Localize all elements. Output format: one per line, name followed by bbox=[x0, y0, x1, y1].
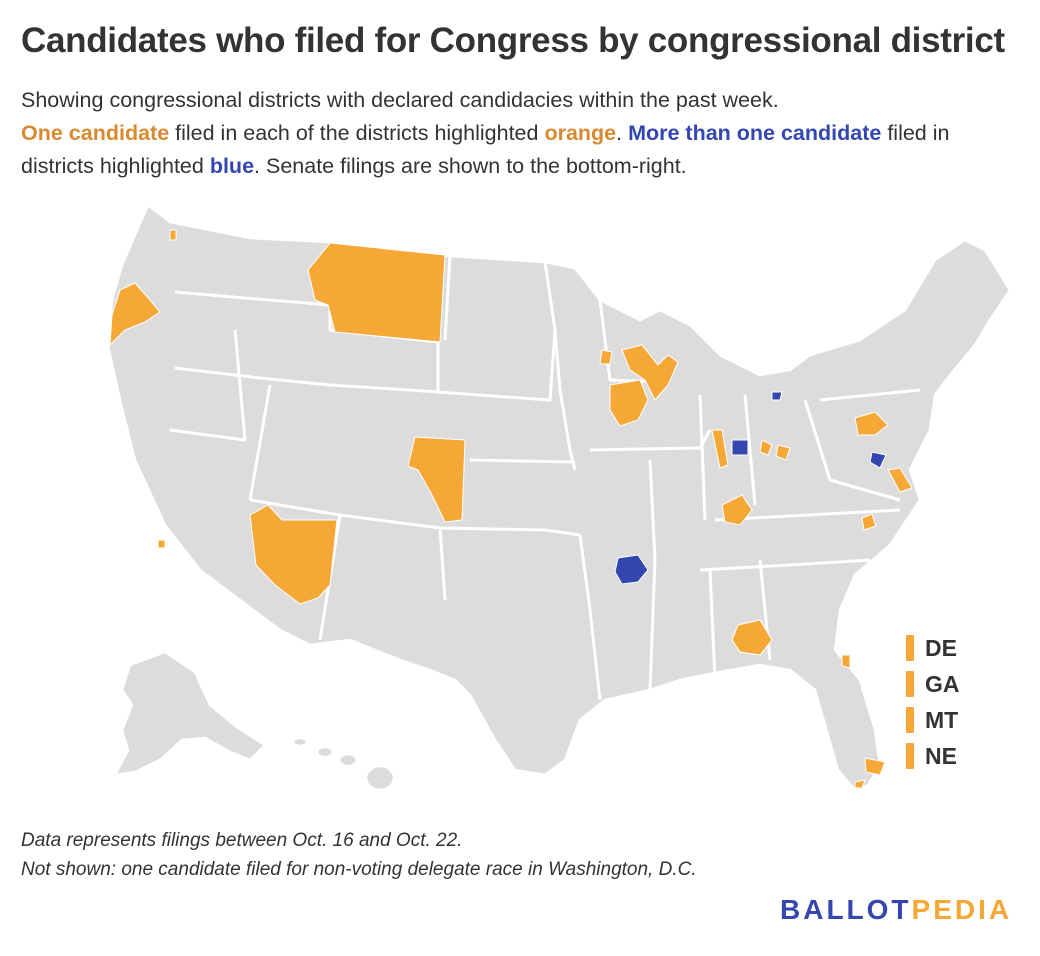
district-in-2 bbox=[731, 439, 749, 456]
district-oh-1 bbox=[759, 439, 773, 456]
district-nc bbox=[861, 513, 877, 531]
senate-label-ne: NE bbox=[925, 742, 957, 769]
legend-more-than-one: More than one candidate bbox=[628, 121, 882, 145]
district-or bbox=[109, 282, 161, 347]
subtitle-line-1: Showing congressional districts with dec… bbox=[21, 88, 779, 112]
senate-filings: DE GA MT NE bbox=[906, 630, 1016, 774]
contiguous-us-shape bbox=[106, 203, 1012, 792]
senate-bar-mt bbox=[906, 707, 914, 733]
multi-candidate-districts bbox=[614, 391, 887, 585]
hawaii-island-4 bbox=[364, 764, 396, 792]
senate-label-de: DE bbox=[925, 634, 957, 661]
senate-bar-ne bbox=[906, 743, 914, 769]
district-oh-2 bbox=[775, 444, 791, 461]
district-fl-3 bbox=[854, 779, 866, 789]
district-wa bbox=[169, 229, 177, 241]
district-ky bbox=[721, 494, 753, 526]
senate-item-mt: MT bbox=[906, 702, 1016, 738]
footnotes: Data represents filings between Oct. 16 … bbox=[21, 826, 1021, 884]
district-fl-2 bbox=[864, 757, 886, 776]
district-ca bbox=[157, 539, 166, 549]
hawaii-island-3 bbox=[337, 752, 359, 768]
district-va bbox=[887, 467, 913, 493]
state-borders bbox=[169, 242, 921, 701]
hawaii-island-1 bbox=[291, 736, 309, 748]
district-mi bbox=[771, 391, 783, 401]
senate-label-mt: MT bbox=[925, 706, 959, 733]
hawaii-island-2 bbox=[315, 745, 335, 759]
district-wi bbox=[621, 344, 679, 401]
district-az bbox=[249, 504, 338, 605]
district-fl-1 bbox=[841, 654, 851, 669]
district-mt bbox=[307, 242, 446, 343]
legend-one-candidate: One candidate bbox=[21, 121, 170, 145]
senate-bar-ga bbox=[906, 671, 914, 697]
senate-bar-de bbox=[906, 635, 914, 661]
ballotpedia-logo: BALLOTPEDIA bbox=[780, 894, 1013, 925]
one-candidate-districts bbox=[109, 229, 913, 789]
subtitle-legend-text: One candidate filed in each of the distr… bbox=[21, 121, 950, 178]
district-ar bbox=[614, 554, 649, 585]
senate-item-ne: NE bbox=[906, 738, 1016, 774]
district-va-2 bbox=[869, 451, 887, 469]
district-pa bbox=[854, 411, 889, 436]
alaska-shape bbox=[113, 650, 267, 777]
senate-item-ga: GA bbox=[906, 666, 1016, 702]
district-in bbox=[711, 429, 729, 469]
district-ia bbox=[609, 379, 649, 427]
legend-blue-word: blue bbox=[209, 154, 255, 178]
senate-label-ga: GA bbox=[925, 670, 960, 697]
us-district-map bbox=[106, 203, 1012, 792]
chart-title: Candidates who filed for Congress by con… bbox=[21, 21, 1005, 60]
district-mn bbox=[599, 349, 613, 365]
senate-item-de: DE bbox=[906, 630, 1016, 666]
legend-orange-word: orange bbox=[544, 121, 617, 145]
footnote-not-shown: Not shown: one candidate filed for non-v… bbox=[21, 859, 697, 880]
chart-subtitle: Showing congressional districts with dec… bbox=[21, 84, 1021, 183]
district-co bbox=[407, 436, 466, 523]
footnote-date-range: Data represents filings between Oct. 16 … bbox=[21, 830, 463, 851]
district-al bbox=[731, 619, 773, 656]
